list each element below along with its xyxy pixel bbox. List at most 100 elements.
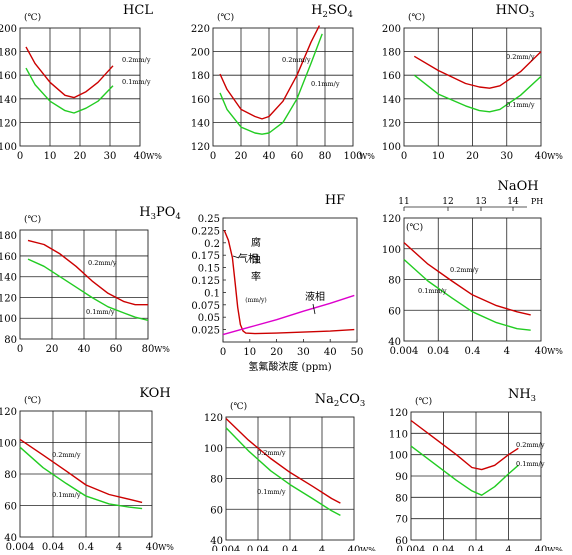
x-axis-label: W% (360, 546, 376, 551)
y-tick-label: 180 (0, 48, 17, 59)
chart-title: KOH (139, 386, 170, 401)
y-tick-label: 200 (0, 24, 17, 35)
unit-label: (℃) (230, 401, 247, 412)
unit-label: (℃) (24, 214, 41, 225)
y-tick-label: 120 (204, 413, 223, 424)
x-tick-label: 4 (504, 346, 510, 357)
x-axis-label: W% (547, 152, 563, 161)
series-line-upper (403, 242, 531, 316)
x-tick-label: 60 (291, 151, 304, 162)
y-tick-label: 200 (191, 48, 210, 59)
x-tick-label: 0 (401, 151, 407, 162)
title-part: 2 (334, 398, 339, 408)
unit-label: (℃) (408, 12, 425, 23)
series-label: 0.2mm/y (516, 441, 545, 449)
y-tick-label: 180 (0, 231, 17, 242)
y-tick-label: 60 (395, 536, 408, 547)
x-tick-label: 0 (210, 151, 216, 162)
x-axis-label: W% (547, 347, 563, 356)
annotation-liquid-leader (312, 303, 316, 315)
x-tick-label: 40 (78, 344, 91, 355)
chart-title: HF (325, 193, 345, 208)
chart-hno3: 0 10 20 30 40 100 120 140 160 180 200 W% (℃) HNO3 0.2m… (382, 3, 563, 162)
y-tick-label: 160 (0, 252, 17, 263)
y-tick-label: 180 (191, 71, 210, 82)
x-tick-label: 40 (348, 545, 361, 551)
ph-tick-label: 12 (442, 197, 453, 207)
y-tick-label: 220 (191, 24, 210, 35)
unit-label: (℃) (217, 12, 234, 23)
y-tick-label: 0.075 (191, 301, 220, 312)
title-part: 3 (531, 393, 536, 403)
x-tick-label: 0.04 (247, 545, 269, 551)
y-axis-label-char: 率 (251, 270, 261, 283)
ph-tick-label: 11 (398, 197, 409, 207)
y-tick-label: 180 (382, 48, 401, 59)
x-axis-label: W% (158, 543, 174, 551)
chart-hcl: 0 10 20 30 40 100 120 140 160 180 200 W% (℃) HCL 0.2mm… (0, 3, 162, 162)
y-tick-label: 120 (382, 214, 401, 225)
x-tick-label: 20 (46, 344, 59, 355)
unit-label: (℃) (406, 222, 423, 233)
y-tick-label: 120 (382, 118, 401, 129)
x-tick-label: 0 (220, 347, 226, 358)
annotation-liquid-phase: 液相 (305, 290, 325, 303)
x-tick-label: 40 (324, 347, 337, 358)
x-tick-label: 40 (146, 542, 159, 551)
series-label: 0.1mm/y (418, 287, 447, 295)
chart-h2so4: 0 20 40 60 80 100 120 140 160 180 200 220 W% (℃) H2SO4… (191, 3, 375, 162)
series-line-upper (223, 230, 355, 335)
title-part: 4 (347, 9, 352, 19)
title-part: 4 (175, 211, 180, 221)
x-tick-label: 0.004 (212, 545, 241, 551)
x-axis-label: W% (359, 152, 375, 161)
chart-title: NaOH (497, 179, 538, 194)
y-tick-label: 90 (395, 472, 408, 483)
series-line-lower (25, 67, 114, 114)
y-tick-label: 0.2 (204, 239, 220, 250)
y-tick-label: 40 (388, 337, 401, 348)
x-tick-label: 10 (44, 151, 57, 162)
x-axis-label: W% (146, 152, 162, 161)
series-line-upper (219, 25, 321, 120)
series-line-lower (225, 427, 341, 517)
x-tick-label: 80 (319, 151, 332, 162)
y-tick-label: 80 (4, 470, 17, 481)
title-part: NaOH (497, 179, 538, 194)
x-tick-label: 80 (142, 344, 155, 355)
chart-title: H2SO4 (311, 3, 353, 19)
y-tick-label: 120 (0, 293, 17, 304)
x-tick-label: 0.4 (78, 542, 94, 551)
series-line-upper (225, 417, 341, 504)
series-line-upper (19, 438, 143, 504)
y-tick-label: 80 (395, 493, 408, 504)
x-tick-label: 0.4 (282, 545, 298, 551)
y-tick-label: 120 (191, 142, 210, 153)
unit-label: (℃) (24, 395, 41, 406)
y-tick-label: 0.225 (191, 226, 220, 237)
series-label: 0.1mm/y (311, 80, 340, 88)
plot-frame (212, 27, 354, 147)
series-label: 0.1mm/y (86, 308, 115, 316)
title-part: 3 (360, 398, 365, 408)
chart-title: Na2CO3 (315, 392, 366, 408)
series-label: 0.2mm/y (88, 259, 117, 267)
y-tick-label: 140 (0, 273, 17, 284)
x-tick-label: 0 (17, 344, 23, 355)
x-tick-label: 40 (535, 346, 548, 357)
y-tick-label: 40 (4, 533, 17, 544)
y-tick-label: 80 (210, 475, 223, 486)
series-line-lower (219, 33, 323, 135)
x-axis-label: W% (154, 345, 170, 354)
y-tick-label: 120 (389, 408, 408, 419)
y-tick-label: 0.15 (198, 264, 220, 275)
x-tick-label: 100 (343, 151, 362, 162)
chart-koh: 0.004 0.04 0.4 4 40 40 60 80 100 120 W% (℃) KOH 0.2mm… (0, 386, 174, 553)
series-line-lower (27, 258, 149, 321)
x-tick-label: 10 (243, 347, 256, 358)
ph-tick-label: 14 (507, 197, 519, 207)
plot-frame (222, 217, 358, 343)
series-label: 0.1mm/y (257, 488, 286, 496)
x-axis-label: 氢氟酸浓度 (ppm) (248, 360, 331, 373)
y-tick-label: 0.25 (198, 214, 220, 225)
